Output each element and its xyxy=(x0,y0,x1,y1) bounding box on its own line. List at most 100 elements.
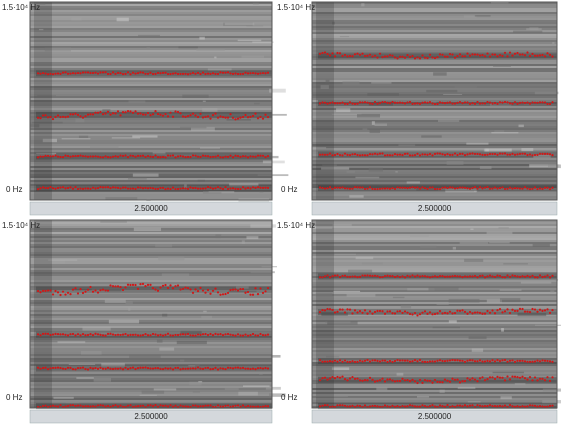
formant-point xyxy=(69,333,72,336)
formant-point xyxy=(56,114,60,117)
formant-point xyxy=(124,286,127,289)
formant-point xyxy=(254,405,257,408)
formant-point xyxy=(254,155,257,158)
spectrogram-band xyxy=(312,14,557,16)
formant-point xyxy=(406,359,409,362)
formant-point xyxy=(171,115,175,118)
formant-point xyxy=(461,309,464,312)
spectrogram-speckle xyxy=(74,288,92,291)
spectrogram-band xyxy=(312,296,557,298)
formant-point xyxy=(226,187,230,191)
formant-point xyxy=(76,333,80,336)
formant-point xyxy=(428,360,432,363)
formant-point xyxy=(111,112,115,115)
spectrogram-speckle xyxy=(333,290,361,293)
spectrogram-speckle xyxy=(542,388,561,392)
formant-point xyxy=(518,376,522,379)
spectrogram-band xyxy=(30,28,272,30)
formant-point xyxy=(451,53,454,56)
spectrogram-band xyxy=(312,350,557,352)
formant-point xyxy=(443,153,447,156)
formant-point xyxy=(74,112,77,115)
formant-point xyxy=(541,275,544,279)
formant-point xyxy=(518,405,522,408)
spectrogram-speckle xyxy=(474,15,491,17)
formant-point xyxy=(79,115,82,118)
spectrogram-speckle xyxy=(128,307,131,311)
formant-point xyxy=(466,405,469,408)
formant-point xyxy=(91,186,95,189)
formant-point xyxy=(361,311,364,314)
formant-point xyxy=(501,405,504,408)
formant-point xyxy=(169,334,172,337)
spectrogram-speckle xyxy=(500,396,512,400)
formant-point xyxy=(351,153,354,156)
formant-point xyxy=(543,101,547,104)
spectrogram-band xyxy=(312,186,557,188)
spectrogram-speckle xyxy=(82,326,111,331)
formant-point xyxy=(136,334,140,337)
formant-point xyxy=(351,312,354,315)
formant-point xyxy=(196,71,200,75)
formant-point xyxy=(124,111,127,114)
formant-point xyxy=(116,333,120,336)
formant-point xyxy=(106,156,110,159)
spectrogram-band xyxy=(312,76,557,78)
formant-point xyxy=(403,102,407,105)
formant-point xyxy=(141,404,145,407)
formant-point xyxy=(458,53,462,56)
formant-point xyxy=(224,155,227,158)
formant-point xyxy=(351,55,354,58)
formant-point xyxy=(433,405,437,408)
formant-point xyxy=(493,405,497,408)
formant-point xyxy=(536,310,539,313)
formant-point xyxy=(431,56,434,59)
formant-point xyxy=(151,155,155,159)
formant-point xyxy=(156,71,160,75)
formant-point xyxy=(373,359,377,362)
spectrogram-band xyxy=(30,374,272,376)
formant-point xyxy=(131,333,135,336)
formant-point xyxy=(89,113,92,116)
formant-point xyxy=(371,102,374,105)
formant-point xyxy=(488,311,492,314)
formant-point xyxy=(244,113,247,117)
spectrogram-band xyxy=(30,16,272,18)
spectrogram-band xyxy=(312,346,557,348)
spectrogram-band xyxy=(30,180,272,182)
formant-point xyxy=(531,307,534,311)
spectrogram-band xyxy=(312,398,557,400)
formant-point xyxy=(448,275,452,278)
formant-point xyxy=(86,405,90,408)
spectrogram-band xyxy=(30,280,272,282)
formant-point xyxy=(348,154,352,157)
formant-point xyxy=(361,274,364,277)
formant-point xyxy=(486,153,489,156)
spectrogram-speckle xyxy=(180,330,202,335)
spectrogram-band xyxy=(30,80,272,82)
formant-point xyxy=(49,289,52,292)
formant-point xyxy=(141,333,145,337)
formant-point xyxy=(356,311,359,314)
formant-point xyxy=(201,333,205,336)
formant-point xyxy=(483,55,487,58)
spectrogram-speckle xyxy=(104,299,126,303)
spectrogram-band xyxy=(312,104,557,106)
formant-point xyxy=(169,72,172,76)
spectrogram-speckle xyxy=(371,121,375,125)
spectrogram-band xyxy=(30,148,272,150)
formant-point xyxy=(373,152,377,155)
formant-point xyxy=(149,367,152,370)
formant-point xyxy=(343,187,347,190)
formant-point xyxy=(259,332,262,336)
spectrogram-band xyxy=(312,80,557,82)
onset-shade xyxy=(34,220,52,408)
formant-point xyxy=(199,112,202,115)
spectrogram-band xyxy=(30,252,272,254)
formant-point xyxy=(261,117,265,120)
formant-point xyxy=(521,405,524,408)
formant-point xyxy=(366,312,369,315)
formant-point xyxy=(39,72,42,75)
formant-point xyxy=(498,274,502,278)
